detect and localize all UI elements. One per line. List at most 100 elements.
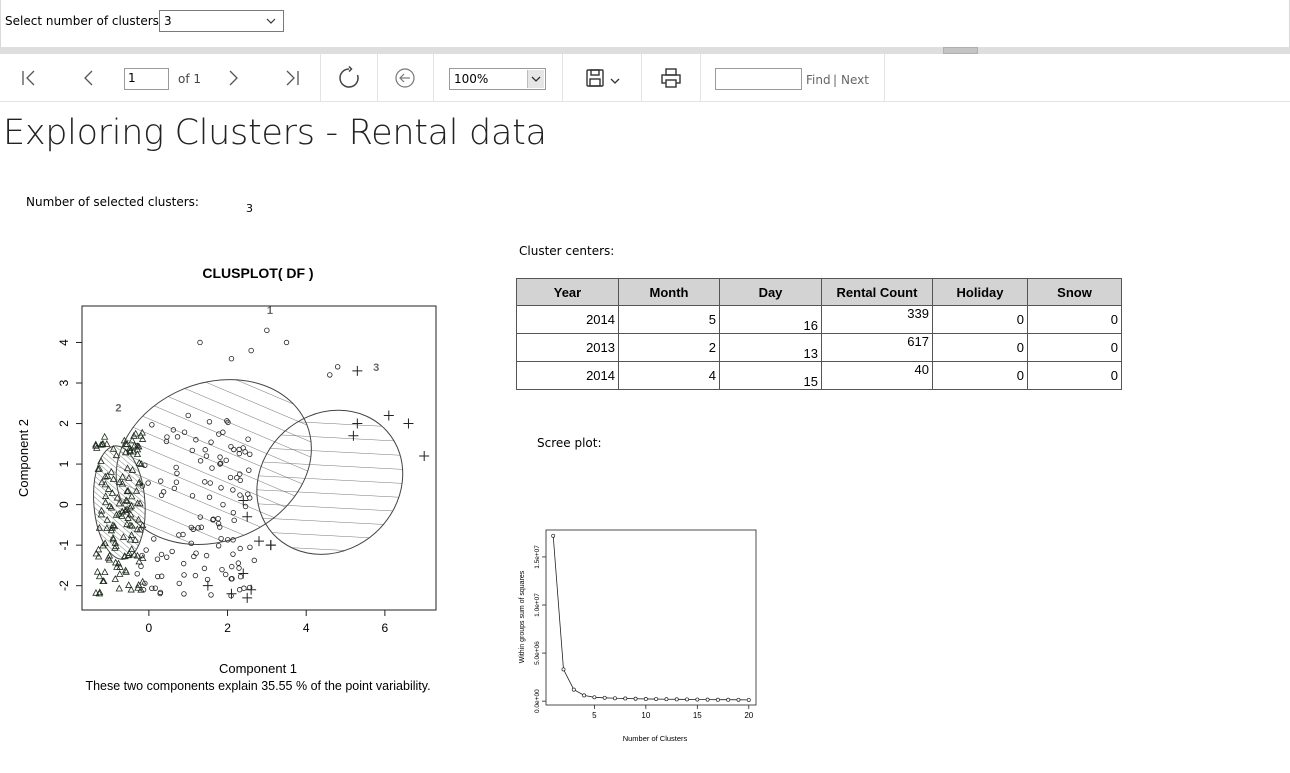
cluster-2-point [123, 497, 131, 504]
y-tick-label: 1.0e+07 [534, 593, 541, 617]
cluster-1-point [220, 429, 226, 435]
scree-point [643, 696, 648, 701]
cluster-1-point [237, 471, 243, 477]
cluster-2-point [127, 531, 136, 538]
cluster-1-point [217, 524, 223, 530]
cluster-2-point [103, 524, 111, 532]
next-page-button[interactable] [218, 54, 248, 102]
clusters-select-value: 3 [164, 14, 172, 28]
y-tick-label: 2 [57, 420, 71, 427]
scree-point [602, 695, 607, 700]
cluster-2-point [108, 523, 116, 531]
cluster-3-point [383, 410, 394, 421]
cluster-2-point [124, 486, 132, 494]
last-page-button[interactable] [277, 54, 307, 102]
cluster-1-point [229, 563, 235, 570]
first-page-button[interactable] [14, 54, 44, 102]
cluster-2-point [97, 506, 106, 514]
cluster-3-point [419, 450, 430, 461]
cluster-3-point [348, 430, 359, 441]
find-input[interactable] [715, 68, 802, 90]
cluster-3-point [265, 540, 276, 551]
column-header-snow: Snow [1027, 278, 1122, 306]
cluster-2-point [128, 492, 136, 500]
refresh-button[interactable] [333, 54, 365, 102]
cluster-1-point [248, 347, 254, 354]
report-toolbar: 1 of 1 100% [0, 54, 1290, 102]
find-button[interactable]: Find [806, 73, 831, 87]
cluster-1-point [231, 446, 237, 453]
y-tick-label: 1 [57, 460, 71, 467]
cluster-1-point [228, 443, 234, 450]
find-next-button[interactable]: Next [841, 73, 869, 87]
cluster-1-point [197, 514, 203, 520]
print-button[interactable] [655, 54, 687, 102]
table-row: 2013 2 13 617 0 0 [516, 333, 1122, 362]
cluster-3-point [242, 511, 253, 522]
cluster-2-point [123, 487, 131, 495]
cluster-1-point [181, 429, 188, 435]
cluster-3-point [238, 495, 249, 506]
cluster-1-point [247, 451, 253, 457]
cluster-2-point [130, 441, 139, 449]
cluster-2-point [131, 536, 139, 543]
refresh-icon [339, 66, 359, 88]
parameter-bar: Select number of clusters: 3 [0, 0, 1290, 48]
previous-page-button[interactable] [74, 54, 104, 102]
cluster-1-point [139, 552, 145, 559]
page-number-input[interactable]: 1 [124, 68, 169, 90]
cluster-1-point [202, 447, 208, 453]
cluster-2-point [107, 468, 115, 475]
scree-point [654, 697, 659, 701]
cluster-2-point [133, 525, 142, 533]
cluster-1-point [242, 503, 249, 510]
cluster-1-point [139, 483, 146, 489]
cell-day: 13 [719, 333, 822, 362]
cell-month: 5 [618, 305, 720, 334]
cluster-1-point [155, 573, 161, 580]
cluster-2-point [101, 498, 110, 506]
cluster-2-point [107, 503, 116, 511]
cluster-1-point [217, 461, 223, 467]
collapse-parameters-handle[interactable] [943, 47, 978, 54]
x-tick-label: 15 [693, 711, 702, 720]
parameter-splitter[interactable] [0, 47, 1290, 54]
page-count-label: of 1 [178, 72, 202, 86]
cluster-1-point [138, 563, 144, 570]
cluster-2-point [126, 521, 134, 529]
scree-x-label: Number of Clusters [623, 734, 688, 743]
cluster-1-point [215, 543, 222, 549]
cluster-2-point [122, 506, 130, 513]
cluster-2-point [103, 515, 111, 523]
column-header-day: Day [719, 278, 822, 306]
scree-point [561, 667, 566, 672]
cluster-1-point [192, 572, 199, 579]
cluster-1-point [197, 458, 204, 464]
export-button[interactable] [578, 54, 628, 102]
column-header-rental-count: Rental Count [821, 278, 933, 306]
cluster-3-point [242, 592, 253, 603]
cluster-2-point [109, 534, 117, 541]
cluster-2-point [116, 570, 124, 577]
cluster-1-point [223, 457, 229, 464]
cluster-1-point [237, 492, 243, 498]
cluster-1-point [142, 580, 148, 587]
clusters-select[interactable]: 3 [159, 10, 284, 32]
scree-point [715, 697, 720, 702]
y-tick-label: 1.5e+07 [534, 545, 541, 569]
cluster-2-point [112, 510, 121, 518]
cluster-2-point [99, 541, 107, 549]
cluster-1-point [181, 591, 187, 597]
selected-clusters-label: Number of selected clusters: [26, 195, 199, 209]
y-tick-label: 5.0e+06 [534, 641, 541, 665]
cluster-1-point [217, 454, 223, 460]
back-to-parent-button[interactable] [390, 54, 420, 102]
cluster-1-point [157, 478, 164, 484]
cluster-1-point [158, 551, 165, 558]
cluster-1-point [173, 464, 179, 471]
zoom-dropdown-arrow[interactable] [527, 70, 544, 88]
cluster-1-point [170, 427, 177, 433]
cluster-1-point [283, 339, 290, 346]
zoom-select[interactable]: 100% [449, 68, 546, 90]
cluster-2-point [103, 440, 111, 447]
